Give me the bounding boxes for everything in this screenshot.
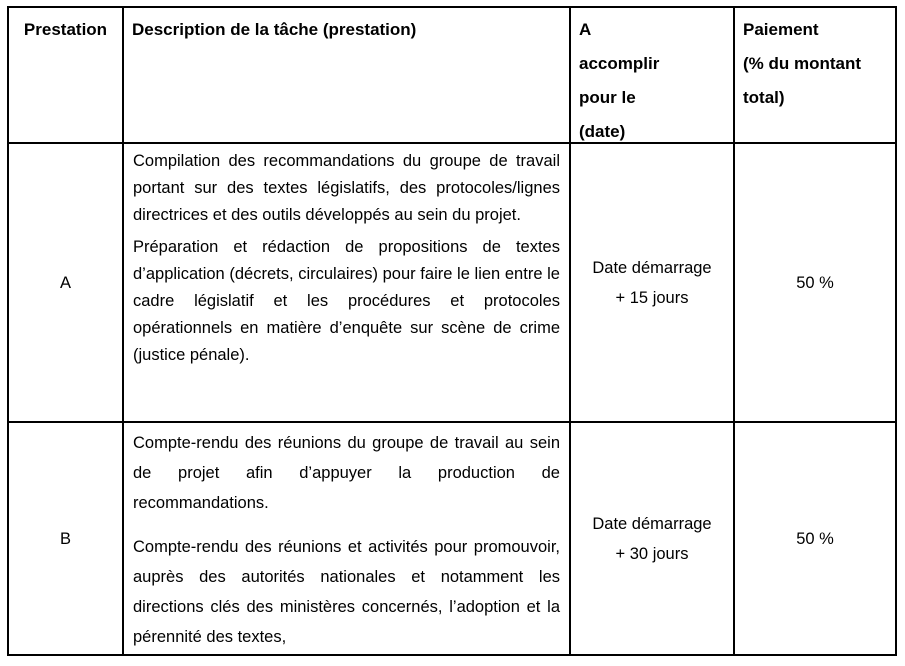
header-cell-prestation: Prestation <box>9 8 124 144</box>
cell-prestation-b: B <box>9 423 124 654</box>
cell-description-a: Compilation des recommandations du group… <box>124 144 571 423</box>
cell-payment-a: 50 % <box>735 144 895 423</box>
description-paragraph: Compte-rendu des réunions et activités p… <box>133 538 560 646</box>
header-cell-payment: Paiement (% du montant total) <box>735 8 895 144</box>
description-paragraph: Compilation des recommandations du group… <box>133 152 560 224</box>
cell-due-date-b: Date démarrage + 30 jours <box>571 423 735 654</box>
description-paragraph: Compte-rendu des réunions du groupe de t… <box>133 434 560 512</box>
prestations-table: Prestation Description de la tâche (pres… <box>7 6 897 656</box>
cell-prestation-a: A <box>9 144 124 423</box>
cell-due-date-a: Date démarrage + 15 jours <box>571 144 735 423</box>
header-cell-description: Description de la tâche (prestation) <box>124 8 571 144</box>
description-paragraph: Préparation et rédaction de propositions… <box>133 238 560 364</box>
header-cell-due-date: A accomplir pour le (date) <box>571 8 735 144</box>
cell-description-b: Compte-rendu des réunions du groupe de t… <box>124 423 571 654</box>
cell-payment-b: 50 % <box>735 423 895 654</box>
